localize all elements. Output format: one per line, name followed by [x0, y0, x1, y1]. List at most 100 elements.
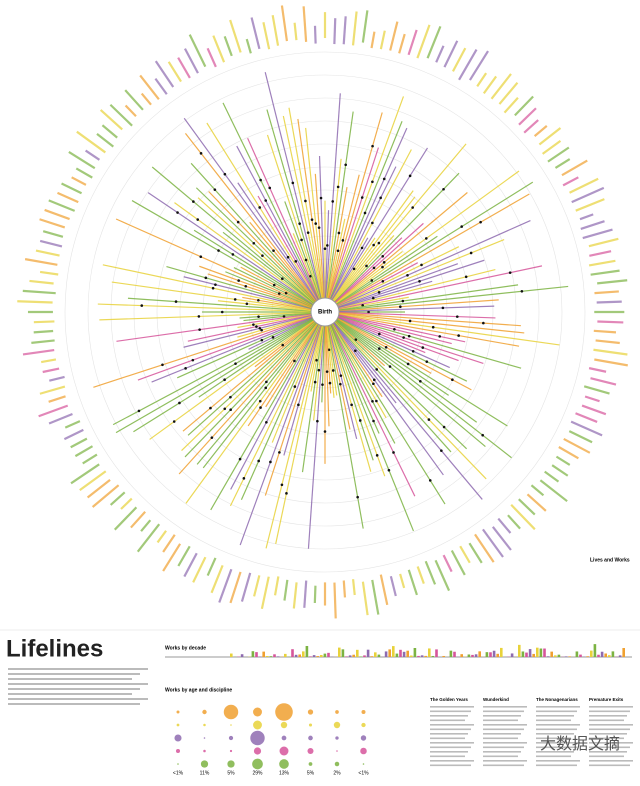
spoke — [267, 135, 320, 299]
decade-bar — [586, 656, 589, 657]
bubble — [177, 763, 179, 765]
name-label — [23, 350, 54, 354]
work-dot — [257, 299, 260, 302]
name-label — [72, 177, 86, 185]
work-dot — [293, 360, 296, 363]
text-line — [430, 760, 474, 762]
work-dot — [438, 335, 441, 338]
work-dot — [321, 383, 324, 386]
text-line — [483, 751, 521, 753]
name-label — [582, 406, 606, 415]
work-dot — [342, 239, 345, 242]
name-label — [304, 581, 306, 608]
work-dot — [269, 461, 272, 464]
decade-bar — [532, 654, 535, 657]
name-label — [498, 519, 510, 533]
name-label — [334, 583, 335, 619]
name-label — [344, 16, 346, 44]
work-dot — [244, 285, 247, 288]
work-dot — [287, 256, 290, 259]
text-line — [536, 760, 580, 762]
name-label — [555, 159, 569, 168]
work-dot — [408, 335, 411, 338]
decade-bar — [496, 654, 499, 657]
work-dot — [331, 200, 334, 203]
bubble — [174, 734, 181, 741]
work-dot — [373, 267, 376, 270]
name-label — [426, 561, 435, 584]
name-label — [86, 151, 100, 160]
name-label — [213, 36, 224, 63]
decade-bar — [388, 649, 391, 657]
name-label — [64, 430, 83, 439]
work-dot — [378, 347, 381, 350]
name-label — [142, 94, 151, 105]
work-dot — [344, 163, 347, 166]
story-title: The Golden Years — [430, 697, 468, 702]
bubble — [254, 747, 261, 754]
name-label — [208, 558, 216, 576]
name-label — [372, 580, 378, 615]
name-label — [353, 11, 357, 45]
work-dot — [407, 363, 410, 366]
name-label — [178, 58, 190, 78]
decade-bar — [478, 651, 481, 657]
name-label — [484, 76, 496, 93]
decade-bar — [291, 649, 294, 657]
work-dot — [402, 336, 405, 339]
name-label — [169, 62, 181, 82]
work-dot — [442, 307, 445, 310]
name-label — [273, 15, 278, 45]
decade-bar — [349, 655, 352, 657]
share-label: 5% — [307, 770, 315, 776]
name-label — [49, 396, 66, 401]
name-label — [45, 210, 70, 219]
name-label — [576, 413, 598, 422]
decade-bar — [324, 654, 327, 657]
name-label — [531, 485, 543, 495]
text-line — [430, 756, 465, 758]
work-dot — [521, 290, 524, 293]
text-line — [589, 715, 627, 717]
work-dot — [318, 226, 321, 229]
decade-bar — [471, 655, 474, 657]
text-line — [430, 711, 471, 713]
work-dot — [359, 419, 362, 422]
name-label — [40, 387, 65, 394]
name-label — [583, 230, 613, 239]
name-label — [597, 302, 622, 303]
work-dot — [388, 469, 391, 472]
work-dot — [425, 360, 428, 363]
name-label — [399, 34, 405, 53]
decade-bar — [590, 651, 593, 657]
work-dot — [292, 182, 295, 185]
name-label — [315, 26, 316, 44]
work-dot — [339, 383, 342, 386]
decade-bar — [345, 656, 348, 657]
text-line — [589, 733, 627, 735]
name-label — [193, 557, 205, 582]
decade-bar — [316, 656, 319, 657]
decade-bar — [550, 652, 553, 657]
name-label — [505, 98, 518, 113]
decade-bar — [356, 650, 359, 657]
work-dot — [383, 178, 386, 181]
work-dot — [389, 365, 392, 368]
text-line — [483, 765, 524, 767]
text-line — [430, 751, 468, 753]
work-dot — [173, 420, 176, 423]
decade-bar — [619, 655, 622, 657]
bubble — [282, 736, 287, 741]
decade-bar — [594, 644, 597, 657]
text-line — [483, 747, 524, 749]
name-label — [126, 105, 136, 116]
decade-bar — [298, 654, 301, 657]
text-line — [536, 715, 574, 717]
text-line — [8, 703, 140, 705]
name-label — [597, 322, 623, 323]
name-label — [40, 272, 58, 275]
name-label — [17, 301, 52, 302]
work-dot — [259, 179, 262, 182]
name-label — [589, 261, 615, 266]
